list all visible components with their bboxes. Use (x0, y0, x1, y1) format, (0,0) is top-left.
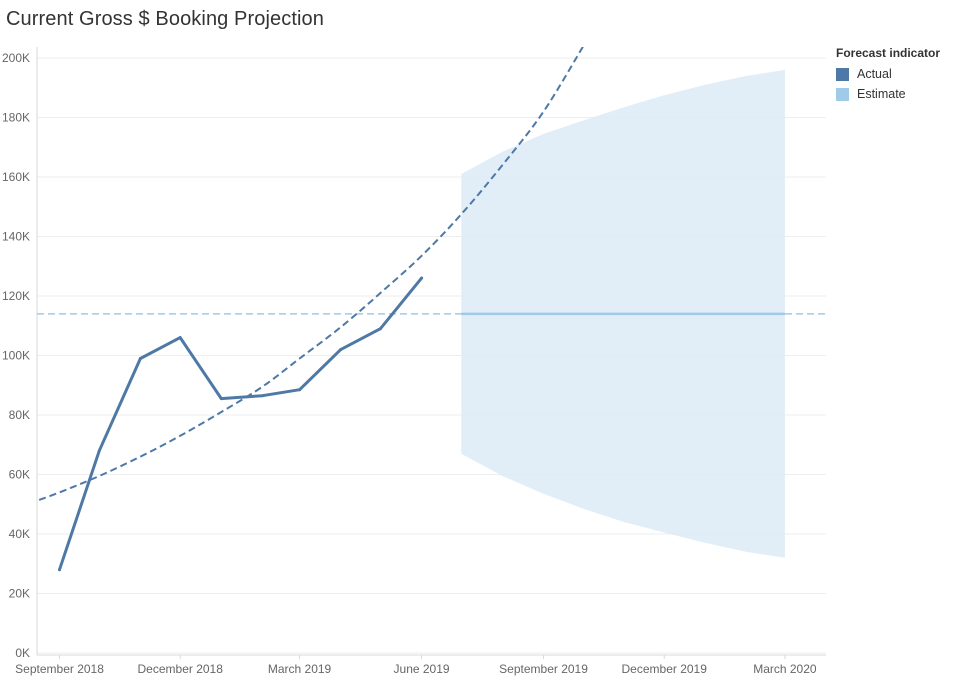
y-tick-label: 200K (2, 51, 30, 65)
y-tick-label: 60K (9, 468, 30, 482)
x-tick-label: September 2018 (15, 662, 104, 676)
data-point-actual (260, 394, 264, 398)
x-tick-label: March 2020 (753, 662, 817, 676)
x-tick-label: September 2019 (499, 662, 588, 676)
series-line-actual (58, 276, 424, 572)
data-point-actual (378, 327, 382, 331)
legend-label-estimate: Estimate (857, 87, 906, 101)
y-tick-label: 140K (2, 230, 30, 244)
legend-label-actual: Actual (857, 67, 892, 81)
legend-item-actual[interactable]: Actual (836, 64, 940, 84)
y-tick-label: 80K (9, 408, 30, 422)
x-tick-label: March 2019 (268, 662, 332, 676)
x-tick-label: December 2018 (138, 662, 224, 676)
data-point-actual (219, 397, 223, 401)
data-point-actual (97, 449, 101, 453)
trend-line (37, 47, 584, 502)
x-tick-label: December 2019 (622, 662, 708, 676)
data-point-actual (138, 357, 142, 360)
legend-swatch-estimate (836, 87, 849, 101)
legend-item-estimate[interactable]: Estimate (836, 84, 940, 104)
data-point-actual (58, 568, 61, 572)
data-point-actual (420, 276, 424, 280)
legend: Forecast indicator Actual Estimate (836, 46, 940, 104)
y-tick-label: 100K (2, 349, 30, 363)
plot-area (37, 47, 826, 572)
legend-swatch-actual (836, 67, 849, 81)
x-tick-label: June 2019 (394, 662, 450, 676)
data-point-actual (298, 388, 302, 392)
data-point-actual (178, 336, 182, 340)
y-tick-label: 40K (9, 527, 30, 541)
legend-title: Forecast indicator (836, 46, 941, 60)
y-tick-label: 120K (2, 289, 30, 303)
y-tick-label: 180K (2, 111, 30, 125)
y-tick-label: 20K (9, 587, 30, 601)
y-tick-label: 0K (15, 646, 30, 660)
chart-title: Current Gross $ Booking Projection (6, 8, 324, 30)
data-point-actual (339, 348, 343, 352)
y-tick-label: 160K (2, 170, 30, 184)
